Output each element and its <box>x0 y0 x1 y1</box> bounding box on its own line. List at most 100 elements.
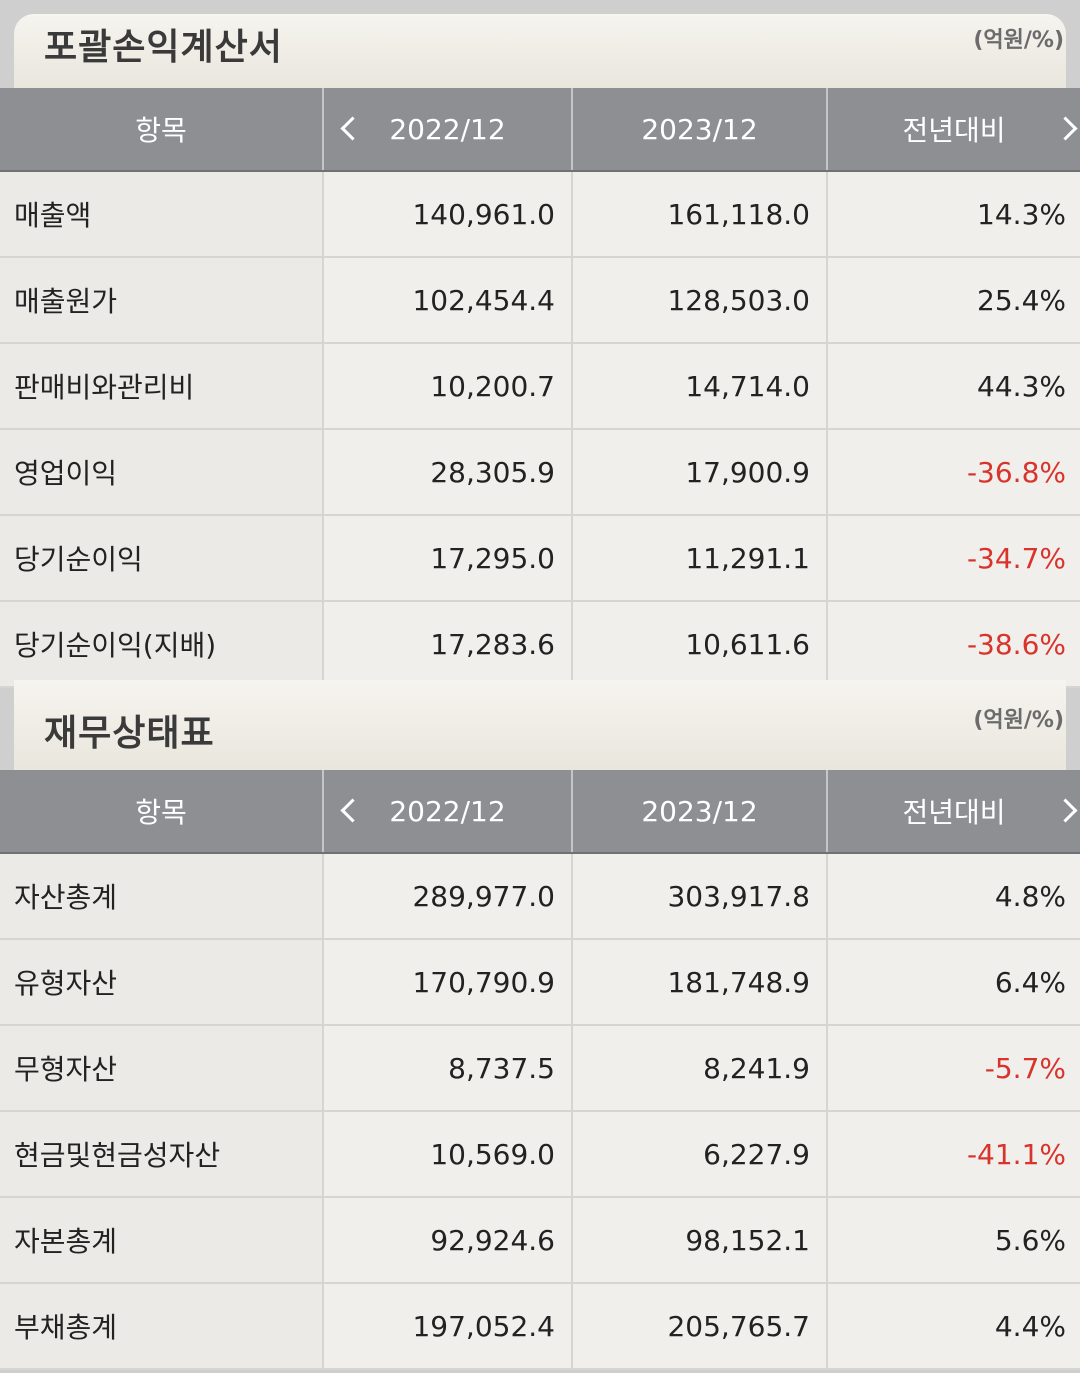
yoy-change-cell: 44.3% <box>828 344 1080 428</box>
yoy-change-cell: -5.7% <box>828 1026 1080 1110</box>
value-2022: 197,052.4 <box>412 1309 555 1343</box>
yoy-change: -5.7% <box>984 1051 1066 1085</box>
yoy-change: 4.8% <box>994 879 1066 913</box>
row-item-label-cell: 부채총계 <box>0 1284 324 1368</box>
yoy-change-cell: 6.4% <box>828 940 1080 1024</box>
value-2022-cell: 102,454.4 <box>324 258 573 342</box>
row-item-label-cell: 자본총계 <box>0 1198 324 1282</box>
table-row: 판매비와관리비 10,200.7 14,714.0 44.3% <box>0 344 1080 430</box>
balance-sheet-section: 재무상태표 (억원/%) 항목 2022/12 2023/12 전년대비 자산총… <box>0 680 1080 1370</box>
row-item-label-cell: 당기순이익(지배) <box>0 602 324 686</box>
value-2022-cell: 17,295.0 <box>324 516 573 600</box>
value-2023-cell: 8,241.9 <box>573 1026 828 1110</box>
value-2022: 10,200.7 <box>430 369 555 403</box>
yoy-change: 25.4% <box>977 283 1066 317</box>
value-2022: 92,924.6 <box>430 1223 555 1257</box>
yoy-change-cell: 5.6% <box>828 1198 1080 1282</box>
value-2022-cell: 10,569.0 <box>324 1112 573 1196</box>
column-header-2023: 2023/12 <box>573 88 828 170</box>
value-2023-cell: 14,714.0 <box>573 344 828 428</box>
column-header-label: 전년대비 <box>902 114 1006 147</box>
chevron-left-icon[interactable] <box>340 116 365 141</box>
table-row: 매출액 140,961.0 161,118.0 14.3% <box>0 172 1080 258</box>
value-2022-cell: 10,200.7 <box>324 344 573 428</box>
row-item-label: 매출액 <box>14 199 92 232</box>
yoy-change-cell: 14.3% <box>828 172 1080 256</box>
value-2022-cell: 17,283.6 <box>324 602 573 686</box>
yoy-change: 5.6% <box>994 1223 1066 1257</box>
yoy-change-cell: -38.6% <box>828 602 1080 686</box>
value-2022: 8,737.5 <box>448 1051 555 1085</box>
row-item-label: 당기순이익(지배) <box>14 629 217 662</box>
value-2023-cell: 17,900.9 <box>573 430 828 514</box>
value-2022: 17,295.0 <box>430 541 555 575</box>
yoy-change-cell: -41.1% <box>828 1112 1080 1196</box>
column-header-label: 2023/12 <box>641 112 758 146</box>
yoy-change-cell: 4.4% <box>828 1284 1080 1368</box>
table-header-row: 항목 2022/12 2023/12 전년대비 <box>0 770 1080 854</box>
value-2022: 10,569.0 <box>430 1137 555 1171</box>
value-2023-cell: 181,748.9 <box>573 940 828 1024</box>
value-2022: 289,977.0 <box>412 879 555 913</box>
row-item-label: 부채총계 <box>14 1311 118 1344</box>
unit-label: (억원/%) <box>973 28 1064 53</box>
value-2023: 98,152.1 <box>685 1223 810 1257</box>
row-item-label: 유형자산 <box>14 967 118 1000</box>
table-row: 유형자산 170,790.9 181,748.9 6.4% <box>0 940 1080 1026</box>
unit-label: (억원/%) <box>973 708 1064 733</box>
yoy-change-cell: -36.8% <box>828 430 1080 514</box>
column-header-label: 전년대비 <box>902 796 1006 829</box>
balance-sheet-table: 항목 2022/12 2023/12 전년대비 자산총계 289,977.0 303… <box>0 770 1080 1370</box>
value-2023: 11,291.1 <box>685 541 810 575</box>
row-item-label: 현금및현금성자산 <box>14 1139 221 1172</box>
yoy-change: 6.4% <box>994 965 1066 999</box>
table-header-row: 항목 2022/12 2023/12 전년대비 <box>0 88 1080 172</box>
row-item-label: 자본총계 <box>14 1225 118 1258</box>
column-header-label: 항목 <box>135 114 187 147</box>
column-header-yoy: 전년대비 <box>828 88 1080 170</box>
balance-sheet-header: 재무상태표 (억원/%) <box>14 680 1066 770</box>
value-2023-cell: 161,118.0 <box>573 172 828 256</box>
value-2023: 8,241.9 <box>703 1051 810 1085</box>
chevron-right-icon[interactable] <box>1053 798 1078 823</box>
row-item-label-cell: 무형자산 <box>0 1026 324 1110</box>
row-item-label-cell: 현금및현금성자산 <box>0 1112 324 1196</box>
row-item-label-cell: 매출원가 <box>0 258 324 342</box>
value-2023-cell: 128,503.0 <box>573 258 828 342</box>
column-header-yoy: 전년대비 <box>828 770 1080 852</box>
table-row: 현금및현금성자산 10,569.0 6,227.9 -41.1% <box>0 1112 1080 1198</box>
row-item-label-cell: 매출액 <box>0 172 324 256</box>
row-item-label-cell: 유형자산 <box>0 940 324 1024</box>
column-header-label: 항목 <box>135 796 187 829</box>
value-2023-cell: 10,611.6 <box>573 602 828 686</box>
chevron-left-icon[interactable] <box>340 798 365 823</box>
value-2023-cell: 98,152.1 <box>573 1198 828 1282</box>
value-2023-cell: 11,291.1 <box>573 516 828 600</box>
table-row: 부채총계 197,052.4 205,765.7 4.4% <box>0 1284 1080 1370</box>
yoy-change: -38.6% <box>966 627 1066 661</box>
column-header-2022: 2022/12 <box>324 88 573 170</box>
value-2023-cell: 303,917.8 <box>573 854 828 938</box>
row-item-label: 매출원가 <box>14 285 118 318</box>
chevron-right-icon[interactable] <box>1053 116 1078 141</box>
value-2023: 205,765.7 <box>667 1309 810 1343</box>
column-header-2023: 2023/12 <box>573 770 828 852</box>
row-item-label: 자산총계 <box>14 881 118 914</box>
income-statement-table: 항목 2022/12 2023/12 전년대비 매출액 140,961.0 161,… <box>0 88 1080 688</box>
yoy-change: 4.4% <box>994 1309 1066 1343</box>
row-item-label: 판매비와관리비 <box>14 371 195 404</box>
value-2022-cell: 170,790.9 <box>324 940 573 1024</box>
row-item-label: 당기순이익 <box>14 543 143 576</box>
yoy-change: -41.1% <box>966 1137 1066 1171</box>
value-2023-cell: 205,765.7 <box>573 1284 828 1368</box>
table-row: 자산총계 289,977.0 303,917.8 4.8% <box>0 854 1080 940</box>
value-2023: 181,748.9 <box>667 965 810 999</box>
value-2023-cell: 6,227.9 <box>573 1112 828 1196</box>
table-row: 당기순이익 17,295.0 11,291.1 -34.7% <box>0 516 1080 602</box>
yoy-change: 14.3% <box>977 197 1066 231</box>
yoy-change-cell: 4.8% <box>828 854 1080 938</box>
value-2022-cell: 28,305.9 <box>324 430 573 514</box>
value-2023: 14,714.0 <box>685 369 810 403</box>
table-row: 당기순이익(지배) 17,283.6 10,611.6 -38.6% <box>0 602 1080 688</box>
yoy-change-cell: 25.4% <box>828 258 1080 342</box>
